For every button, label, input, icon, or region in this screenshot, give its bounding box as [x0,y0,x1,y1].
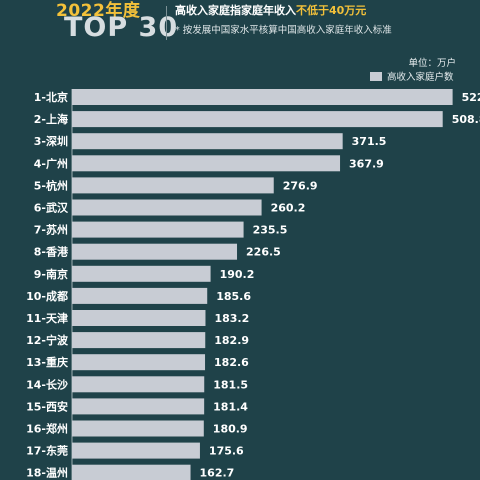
category-label: 7-苏州 [34,223,68,237]
category-label: 9-南京 [34,267,68,281]
bar [72,89,453,105]
unit-label: 单位：万户 [408,58,456,69]
category-label: 17-东莞 [26,444,68,458]
bar [72,398,205,415]
bar [72,199,262,216]
category-label: 3-深圳 [34,134,68,148]
note: * 按发展中国家水平核算中国高收入家庭年收入标准 [175,25,392,36]
value-label: 182.6 [214,356,249,369]
bar [72,265,211,282]
value-label: 190.2 [220,268,255,281]
value-label: 508.8 [452,113,480,126]
bar [72,287,208,304]
bar [72,332,206,349]
legend: 高收入家庭户数 [370,70,454,83]
bar [72,177,274,194]
subtitle-highlight: 不低于40万元 [296,4,367,17]
category-label: 16-郑州 [26,422,68,436]
value-label: 260.2 [271,202,306,215]
category-label: 2-上海 [34,112,68,126]
subtitle: 高收入家庭指家庭年收入不低于40万元 [175,2,366,18]
bar [72,354,206,371]
category-label: 1-北京 [34,90,68,104]
value-label: 367.9 [349,157,384,170]
bar [72,111,443,128]
category-label: 12-宁波 [26,333,69,347]
bar [72,464,191,480]
value-label: 183.2 [214,312,249,325]
value-label: 162.7 [200,467,235,480]
header-divider [166,6,167,40]
category-label: 15-西安 [26,399,68,413]
category-label: 8-香港 [34,245,69,259]
value-label: 235.5 [253,224,288,237]
category-label: 13-重庆 [26,355,68,369]
category-label: 18-温州 [26,466,68,480]
bar [72,133,343,150]
bar [72,310,206,326]
value-label: 226.5 [246,246,281,259]
year-title: 2022年度 [56,1,141,21]
legend-label: 高收入家庭户数 [387,72,454,83]
category-label: 10-成都 [26,289,68,303]
value-label: 185.6 [216,290,251,303]
value-label: 175.6 [209,445,244,458]
bar [72,243,238,260]
value-label: 181.5 [213,378,248,391]
legend-swatch [370,71,382,81]
value-label: 371.5 [352,135,387,148]
subtitle-main: 高收入家庭指家庭年收入 [175,4,296,17]
category-label: 14-长沙 [26,377,68,391]
value-label: 276.9 [283,179,318,192]
value-label: 182.9 [214,334,249,347]
bar [72,442,200,459]
value-label: 180.9 [213,423,248,436]
value-label: 181.4 [213,400,248,413]
top-title: TOP 30 [64,12,179,43]
bar [72,221,244,238]
bar [72,155,341,172]
bar [72,420,204,437]
category-label: 5-杭州 [34,178,68,192]
value-label: 522.4 [462,91,480,104]
category-label: 6-武汉 [34,201,69,215]
bar [72,376,205,393]
category-label: 11-天津 [26,311,68,325]
category-label: 4-广州 [34,156,68,170]
